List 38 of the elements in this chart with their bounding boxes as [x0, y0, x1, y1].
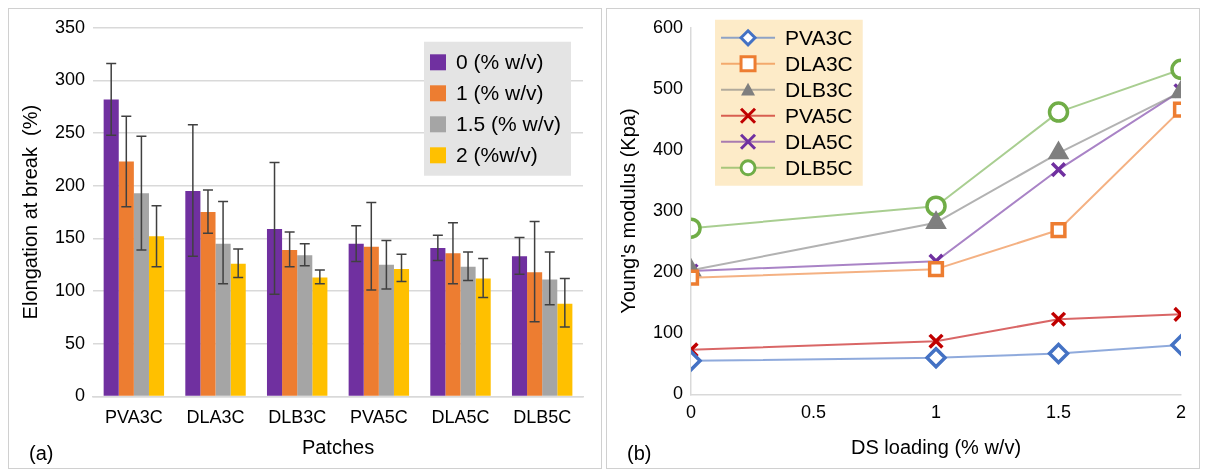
y-tick-label: 100: [54, 280, 86, 301]
legend-label: 1 (% w/v): [455, 81, 544, 105]
legend-label: 2 (%w/v): [455, 143, 538, 167]
legend-label: 0 (% w/v): [455, 50, 544, 74]
x-tick-label: DLB3C: [268, 407, 327, 428]
y-tick-label: 600: [652, 16, 684, 37]
x-tick-label: 1: [931, 402, 942, 423]
x-axis-title: Patches: [301, 435, 375, 458]
text: (a): [29, 441, 54, 464]
x-tick-label: 0.5: [801, 402, 827, 423]
x-axis-title: DS loading (% w/v): [850, 435, 1022, 458]
y-tick-label: 0: [75, 385, 86, 406]
legend-label: 1.5 (% w/v): [455, 112, 562, 136]
x-tick-label: DLA5C: [431, 407, 490, 428]
y-tick-label: 250: [54, 122, 86, 143]
y-tick-label: 200: [54, 174, 86, 195]
y-tick-label: 300: [652, 200, 684, 221]
x-tick-label: 0: [686, 402, 697, 423]
x-tick-label: DLB5C: [513, 407, 572, 428]
y-tick-label: 500: [652, 77, 684, 98]
text: (b): [627, 441, 652, 464]
y-tick-label: 200: [652, 261, 684, 282]
x-tick-label: 2: [1175, 402, 1187, 423]
x-tick-label: DLA3C: [186, 407, 245, 428]
x-tick-label: PVA3C: [105, 407, 163, 428]
y-tick-label: 300: [54, 69, 86, 90]
y-tick-label: 400: [652, 138, 684, 159]
y-axis-title: Young's modulus (Kpa): [616, 108, 639, 314]
y-tick-label: 0: [673, 383, 684, 404]
y-tick-label: 150: [54, 227, 86, 248]
y-tick-label: 350: [54, 16, 86, 37]
x-tick-label: PVA5C: [350, 407, 408, 428]
x-tick-label: 1.5: [1045, 402, 1072, 423]
legend-label: DLA3C: [785, 51, 853, 75]
y-tick-label: 100: [652, 322, 684, 343]
legend-label: PVA3C: [785, 25, 853, 49]
y-tick-label: 50: [65, 332, 86, 353]
y-axis-title: Elongation at break (%): [18, 104, 41, 320]
